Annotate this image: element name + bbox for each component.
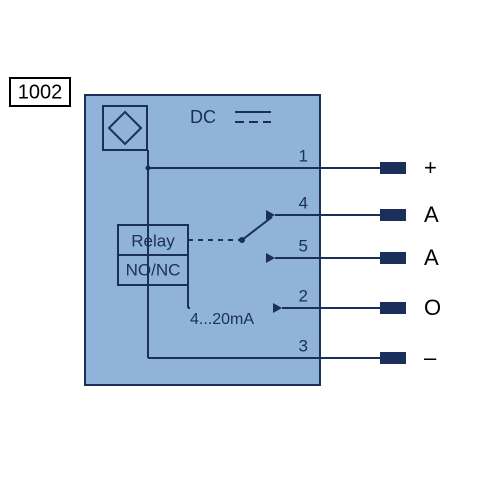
svg-text:DC: DC xyxy=(190,107,216,127)
svg-text:A: A xyxy=(424,202,439,227)
svg-text:Relay: Relay xyxy=(131,231,175,250)
svg-text:3: 3 xyxy=(299,336,308,355)
svg-text:NO/NC: NO/NC xyxy=(126,261,181,280)
svg-text:O: O xyxy=(424,295,441,320)
wiring-diagram: 1002 DC Relay NO/NC 4...20mA 1 +4 A 5 A 2 O 3 – xyxy=(0,0,500,500)
svg-text:1: 1 xyxy=(299,146,308,165)
svg-text:2: 2 xyxy=(299,286,308,305)
svg-text:4...20mA: 4...20mA xyxy=(190,311,254,328)
svg-text:+: + xyxy=(424,155,437,180)
svg-text:A: A xyxy=(424,245,439,270)
svg-text:4: 4 xyxy=(299,193,308,212)
svg-text:–: – xyxy=(424,345,437,370)
svg-text:1002: 1002 xyxy=(18,81,63,103)
svg-text:5: 5 xyxy=(299,236,308,255)
drawing-number-box: 1002 xyxy=(10,78,70,106)
